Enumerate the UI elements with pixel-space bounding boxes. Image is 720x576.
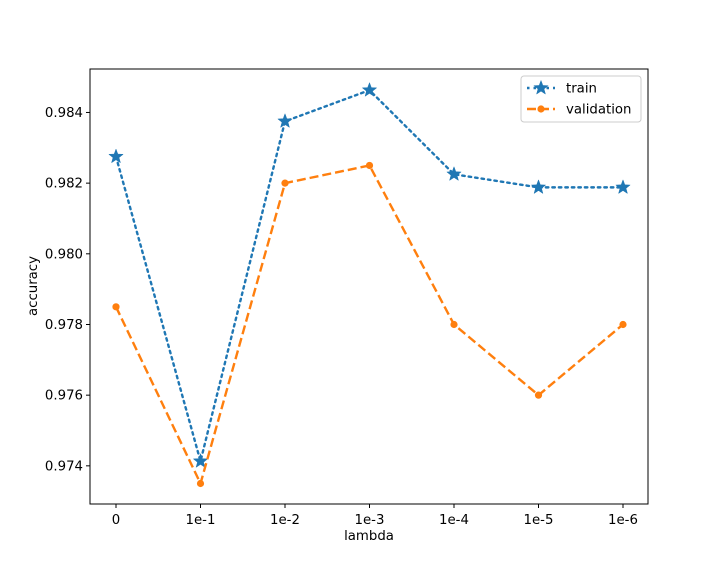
data-point	[619, 320, 627, 329]
x-tick-label: 1e-2	[270, 513, 300, 528]
x-tick-label: 1e-1	[186, 513, 216, 528]
legend-box	[520, 75, 642, 123]
data-point	[446, 166, 462, 181]
legend-label: train	[566, 82, 597, 97]
x-tick-label: 1e-4	[439, 513, 469, 528]
data-point	[196, 479, 205, 488]
data-point	[365, 161, 374, 170]
y-tick-label: 0.974	[45, 459, 83, 474]
y-axis-label: accuracy	[26, 256, 41, 316]
x-axis-label: lambda	[344, 529, 394, 544]
data-point	[277, 113, 293, 128]
y-tick-label: 0.984	[45, 106, 83, 121]
data-point	[530, 179, 547, 195]
series-train	[108, 81, 631, 468]
series-validation	[112, 161, 627, 488]
x-tick-label: 1e-6	[608, 513, 638, 528]
legend-marker	[537, 105, 545, 113]
data-point	[534, 391, 543, 399]
x-tick-label: 1e-3	[355, 513, 385, 528]
y-axis: 0.974 0.976 0.978 0.980 0.982 0.984	[45, 106, 90, 474]
y-tick-label: 0.982	[45, 177, 83, 192]
data-point	[361, 81, 378, 97]
data-point	[108, 148, 124, 164]
series-layer	[108, 81, 631, 488]
data-point	[450, 320, 458, 329]
data-point	[112, 303, 120, 311]
legend: train validation	[520, 75, 642, 123]
legend-item: validation	[527, 103, 631, 118]
data-point	[281, 179, 289, 187]
data-point	[615, 179, 631, 195]
legend-marker	[533, 79, 549, 95]
x-tick-label: 0	[112, 513, 120, 528]
y-tick-label: 0.978	[45, 318, 83, 333]
y-tick-label: 0.976	[45, 389, 83, 404]
x-axis: 0 1e-1 1e-2 1e-3 1e-4 1e-5 1e-6	[112, 504, 638, 528]
x-tick-label: 1e-5	[524, 513, 554, 528]
y-tick-label: 0.980	[45, 247, 83, 262]
data-point	[192, 453, 209, 468]
legend-item: train	[527, 79, 597, 97]
legend-label: validation	[566, 103, 631, 118]
